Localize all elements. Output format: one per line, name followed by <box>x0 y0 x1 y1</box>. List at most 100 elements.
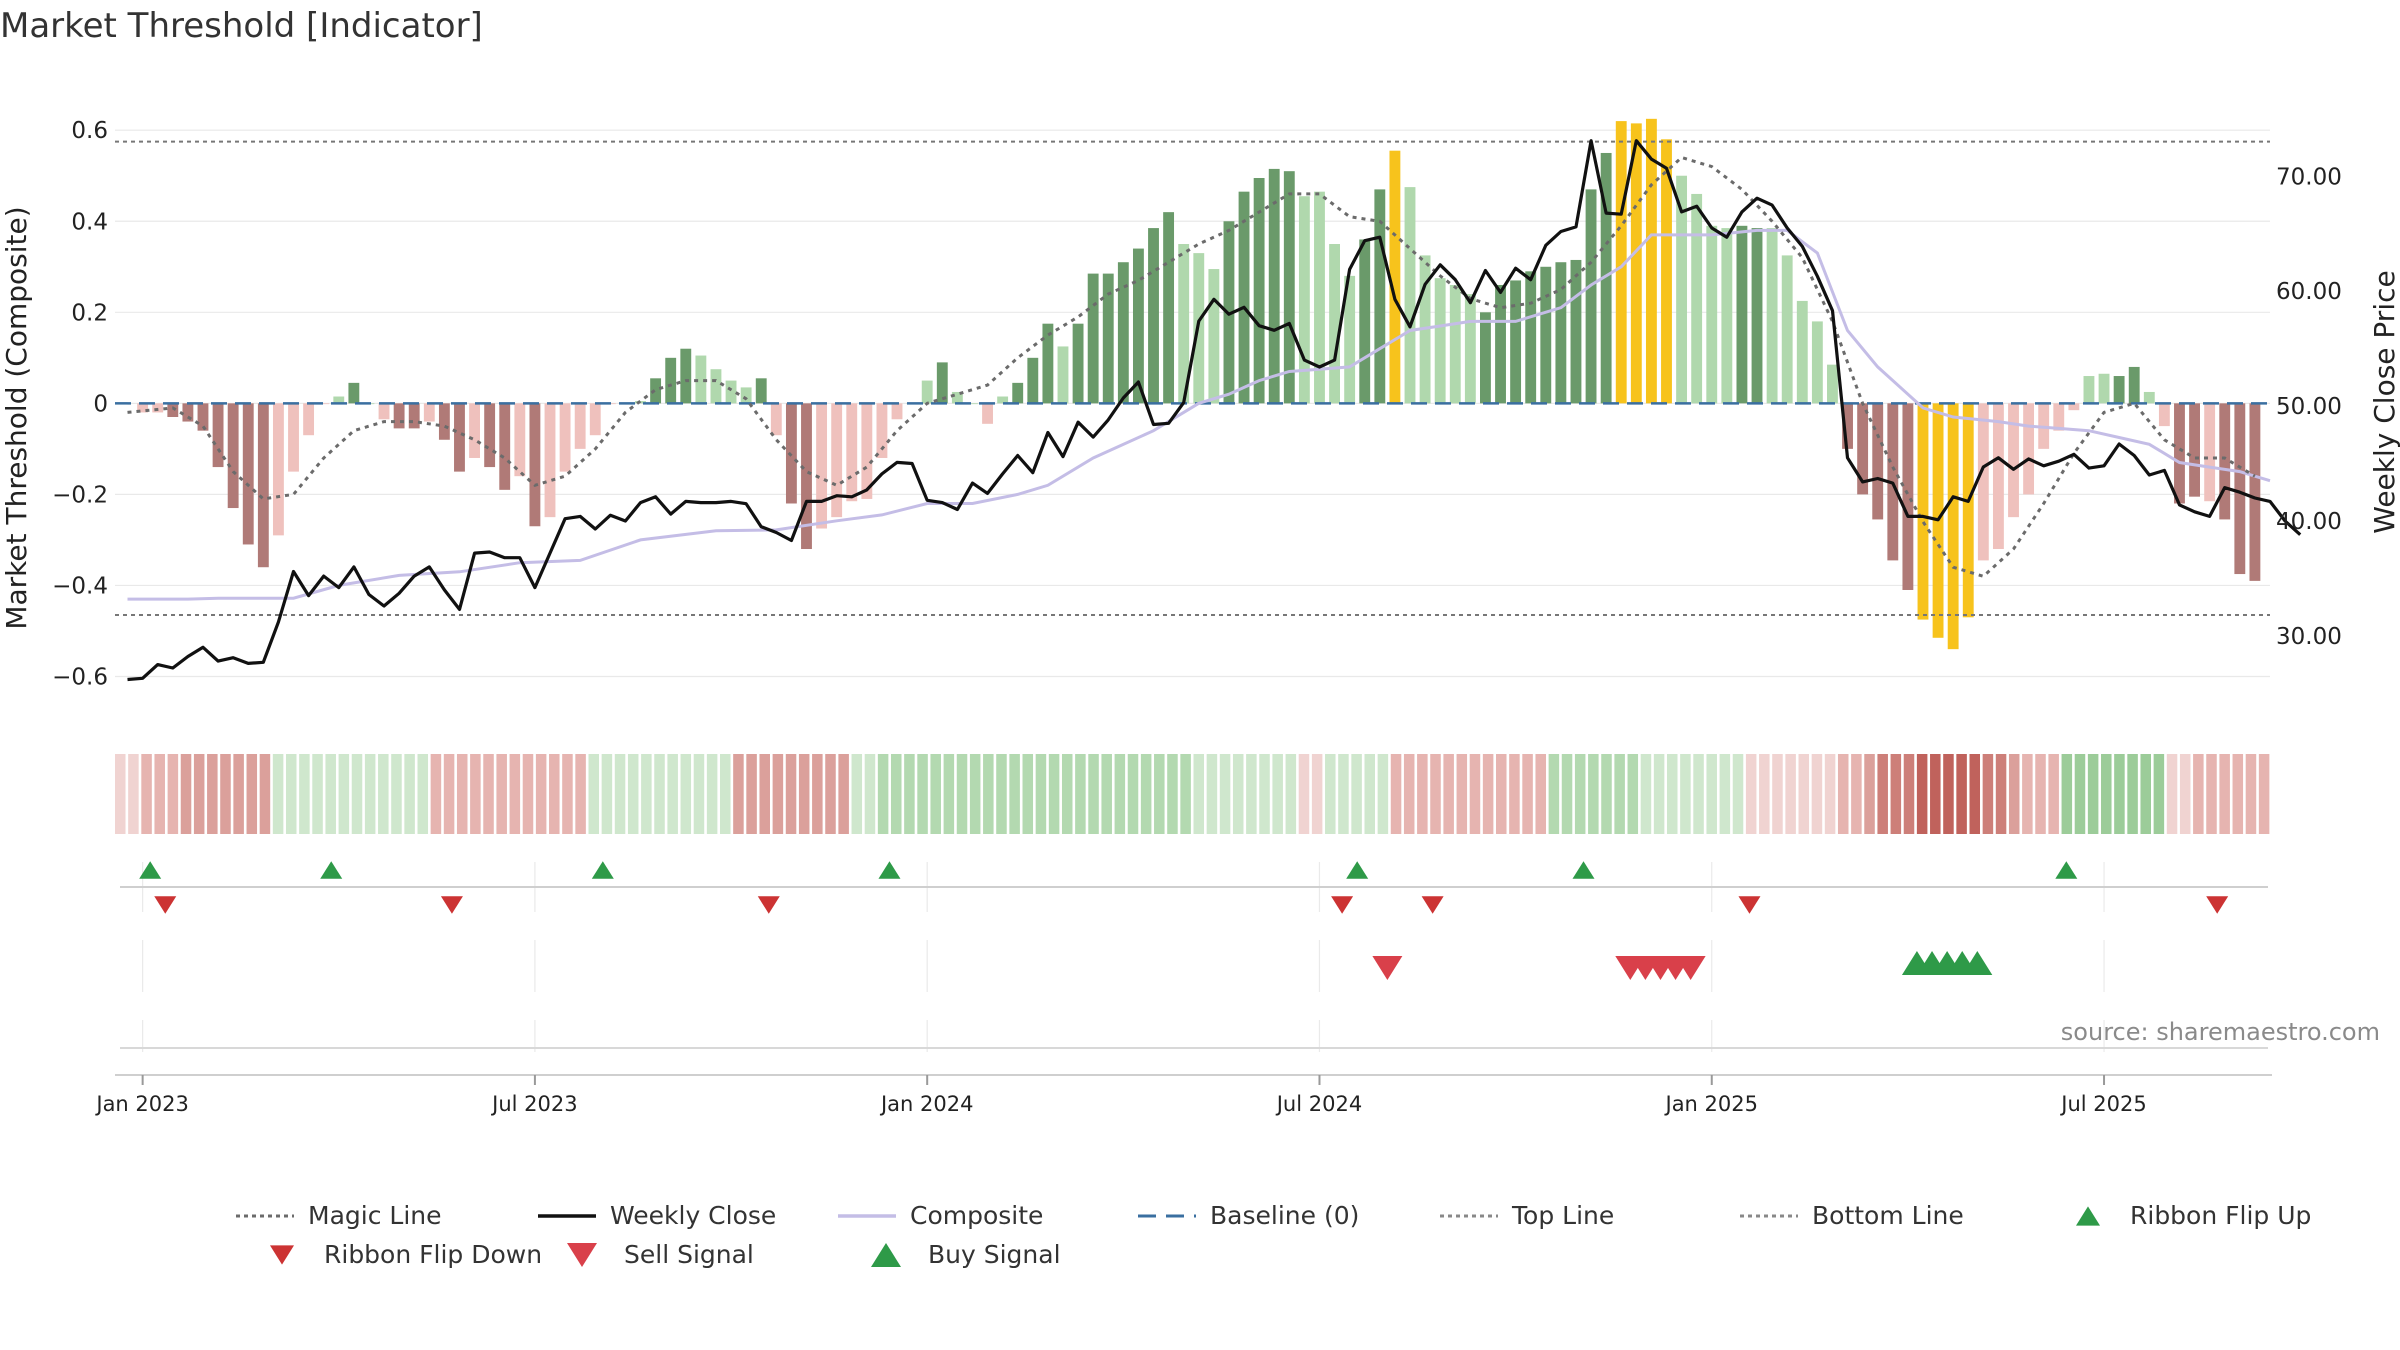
right-tick-label: 30.00 <box>2276 624 2342 650</box>
ribbon-cell <box>1469 754 1481 834</box>
ribbon-cell <box>1140 754 1152 834</box>
ribbon-cell <box>364 754 376 834</box>
ribbon-cell <box>1048 754 1060 834</box>
ribbon-cell <box>1916 754 1928 834</box>
ribbon-cell <box>851 754 863 834</box>
legend-item: Top Line <box>1440 1201 1614 1230</box>
ribbon-cell <box>1298 754 1310 834</box>
ribbon-cell <box>996 754 1007 834</box>
ribbon-cell <box>1325 754 1336 834</box>
buy-signal-marker <box>1962 951 1993 975</box>
ribbon-cell <box>1456 754 1468 834</box>
legend-label: Sell Signal <box>624 1240 754 1269</box>
ribbon-cell <box>128 754 139 834</box>
ribbon-cell <box>838 754 849 834</box>
composite-bar <box>348 382 360 404</box>
composite-bar <box>1766 228 1778 404</box>
composite-bar <box>454 403 465 472</box>
ribbon-cell <box>378 754 389 834</box>
composite-bar <box>423 403 435 422</box>
composite-bar <box>846 403 858 502</box>
ribbon-cell <box>1430 754 1441 834</box>
composite-bar <box>544 403 556 518</box>
ribbon-cell <box>1811 754 1823 834</box>
ribbon-flip-down-marker <box>1421 896 1444 914</box>
composite-bar <box>982 403 993 424</box>
composite-bar <box>1072 323 1084 404</box>
composite-bar <box>1796 300 1808 404</box>
composite-bar <box>2098 373 2110 404</box>
composite-bar <box>438 403 450 440</box>
ribbon-flip-down-marker <box>757 896 780 914</box>
composite-bar <box>1042 323 1054 404</box>
ribbon-cell <box>956 754 968 834</box>
ribbon-cell <box>930 754 941 834</box>
composite-bar <box>1495 284 1506 404</box>
ribbon-cell <box>1482 754 1494 834</box>
composite-bar <box>167 403 179 417</box>
ribbon-flip-down-marker <box>1738 896 1761 914</box>
composite-bar <box>2068 403 2080 411</box>
ribbon-cell <box>667 754 678 834</box>
ribbon-cell <box>1653 754 1665 834</box>
ribbon-cell <box>1877 754 1888 834</box>
ribbon-cell <box>1588 754 1599 834</box>
ribbon-cell <box>154 754 165 834</box>
composite-bar <box>1132 248 1144 404</box>
left-tick-label: −0.4 <box>52 573 108 599</box>
ribbon-cell <box>2166 754 2178 834</box>
composite-bar <box>227 403 239 509</box>
left-tick-label: 0 <box>93 391 108 417</box>
legend-item: Magic Line <box>236 1201 442 1230</box>
ribbon-cell <box>1259 754 1270 834</box>
x-tick-label: Jan 2023 <box>94 1092 189 1116</box>
ribbon-cell <box>1206 754 1218 834</box>
ribbon-cell <box>1417 754 1428 834</box>
ribbon-cell <box>1509 754 1520 834</box>
ribbon-cell <box>2101 754 2112 834</box>
composite-bar <box>1736 225 1748 404</box>
ribbon-cell <box>588 754 600 834</box>
ribbon-cell <box>180 754 192 834</box>
composite-bar <box>1842 403 1853 449</box>
composite-bar <box>1645 118 1657 404</box>
ribbon-flip-down-marker <box>2206 896 2229 914</box>
ribbon-cell <box>272 754 284 834</box>
composite-bar <box>785 403 797 504</box>
ribbon-cell <box>1601 754 1612 834</box>
left-tick-label: −0.2 <box>52 482 108 508</box>
ribbon-cell <box>430 754 442 834</box>
composite-bar <box>861 403 873 499</box>
composite-bar <box>1706 225 1718 404</box>
ribbon-cell <box>1035 754 1047 834</box>
composite-bar <box>1585 189 1597 404</box>
weekly-close-line <box>127 139 2302 682</box>
composite-bar <box>378 403 390 420</box>
x-tick-label: Jul 2023 <box>490 1092 577 1116</box>
ribbon-cell <box>220 754 231 834</box>
ribbon-cell <box>562 754 573 834</box>
ribbon-cell <box>1772 754 1783 834</box>
composite-bar <box>1404 187 1416 404</box>
composite-bar <box>755 378 767 404</box>
ribbon-cell <box>404 754 415 834</box>
ribbon-cell <box>456 754 468 834</box>
ribbon-cell <box>1666 754 1678 834</box>
ribbon-cell <box>1706 754 1717 834</box>
composite-bar <box>1721 228 1733 404</box>
ribbon-cell <box>1627 754 1639 834</box>
ribbon-cell <box>1496 754 1507 834</box>
ribbon-cell <box>983 754 994 834</box>
ribbon-cell <box>1732 754 1744 834</box>
x-axis: Jan 2023 Jul 2023 Jan 2024 Jul 2024 Jan 2025… <box>94 1074 2272 1116</box>
composite-bar <box>1917 403 1929 620</box>
composite-bar <box>1555 262 1567 404</box>
axes: 0.6 0.4 0.2 0 −0.2 −0.4 −0.6 70.00 60.00 50.00 40.… <box>52 118 2342 690</box>
composite-bar <box>936 362 948 404</box>
legend-label: Baseline (0) <box>1210 1201 1359 1230</box>
ribbon-cell <box>825 754 836 834</box>
left-tick-label: 0.6 <box>71 118 108 144</box>
composite-bar <box>1464 294 1476 404</box>
legend-marker <box>871 1243 901 1267</box>
composite-bar <box>574 403 586 449</box>
